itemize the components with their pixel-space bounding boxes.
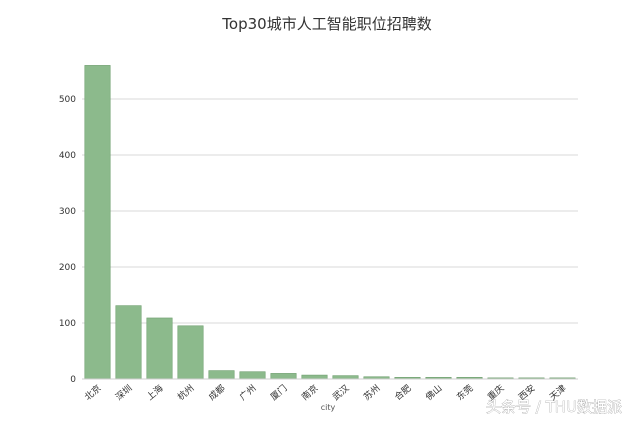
bar: [332, 375, 359, 380]
x-axis-label: city: [321, 403, 336, 412]
bar: [146, 317, 173, 380]
x-tick-label: 武汉: [330, 382, 352, 403]
bar: [84, 65, 111, 380]
x-tick-label: 南京: [299, 382, 321, 403]
x-tick-label: 杭州: [175, 382, 197, 403]
bar: [115, 305, 142, 380]
bar: [239, 371, 266, 380]
y-tick-label: 200: [59, 263, 76, 273]
x-tick-label: 北京: [82, 382, 104, 403]
y-axis-ticks: 0 100 200 300 400 500: [59, 95, 76, 385]
chart-title: Top30城市人工智能职位招聘数: [221, 15, 431, 33]
x-tick-label: 上海: [144, 382, 166, 403]
bar: [177, 325, 204, 380]
x-tick-label: 佛山: [423, 382, 445, 403]
y-tick-label: 100: [59, 319, 76, 329]
y-tick-label: 400: [59, 151, 76, 161]
watermark: 头条号 / THU数据派: [486, 398, 622, 416]
bar: [301, 374, 328, 380]
y-tick-label: 500: [59, 95, 76, 105]
x-tick-label: 成都: [206, 382, 228, 403]
y-tick-label: 0: [70, 375, 76, 385]
x-tick-label: 苏州: [361, 382, 383, 403]
gridlines: [82, 98, 578, 324]
x-tick-label: 厦门: [268, 382, 290, 403]
y-tick-label: 300: [59, 207, 76, 217]
x-tick-label: 深圳: [114, 383, 135, 403]
x-tick-label: 广州: [237, 382, 259, 403]
bars: [84, 65, 576, 380]
bar: [270, 373, 297, 380]
x-tick-label: 东莞: [454, 382, 476, 403]
bar: [208, 370, 235, 380]
x-tick-label: 合肥: [392, 382, 414, 403]
